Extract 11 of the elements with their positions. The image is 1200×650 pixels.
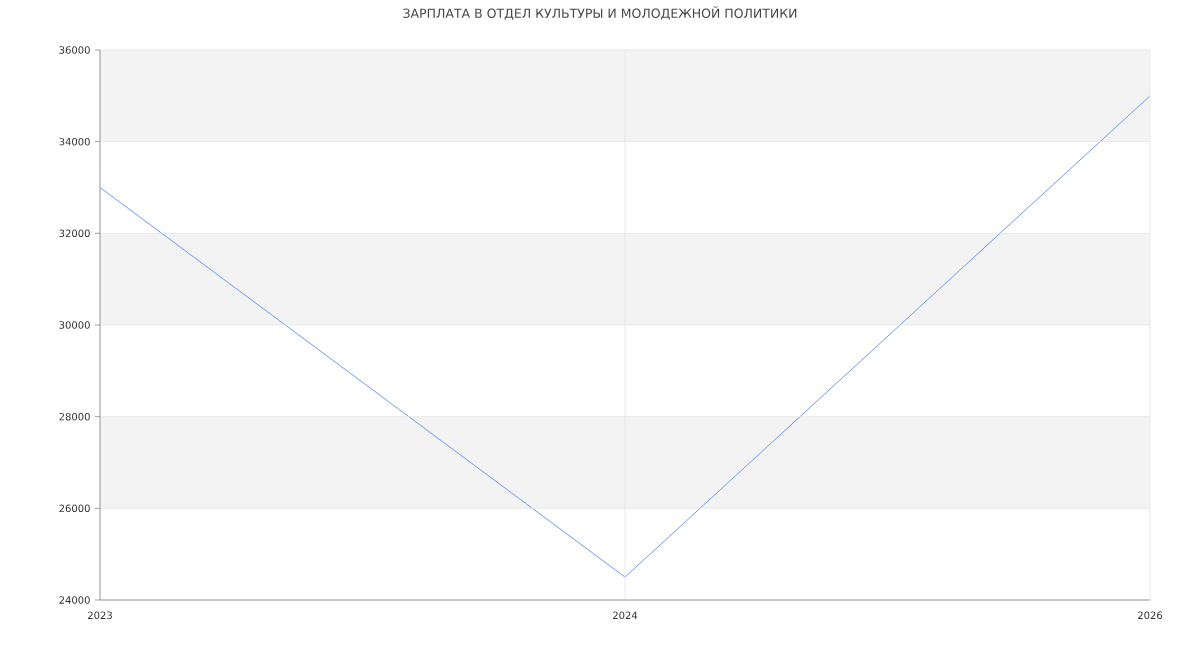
y-tick-label: 36000	[59, 46, 90, 54]
chart-title: ЗАРПЛАТА В ОТДЕЛ КУЛЬТУРЫ И МОЛОДЕЖНОЙ ПОЛИТИКИ	[403, 6, 797, 20]
y-tick-label: 32000	[59, 229, 90, 238]
y-tick-label: 26000	[59, 504, 90, 513]
y-tick-label: 34000	[59, 137, 90, 146]
y-tick-label: 24000	[59, 596, 90, 604]
x-tick-label: 2023	[88, 611, 112, 620]
y-tick-label: 30000	[59, 321, 90, 329]
y-tick-label: 28000	[59, 412, 90, 421]
x-tick-label: 2024	[613, 611, 638, 620]
x-tick-label: 2026	[1138, 611, 1163, 620]
